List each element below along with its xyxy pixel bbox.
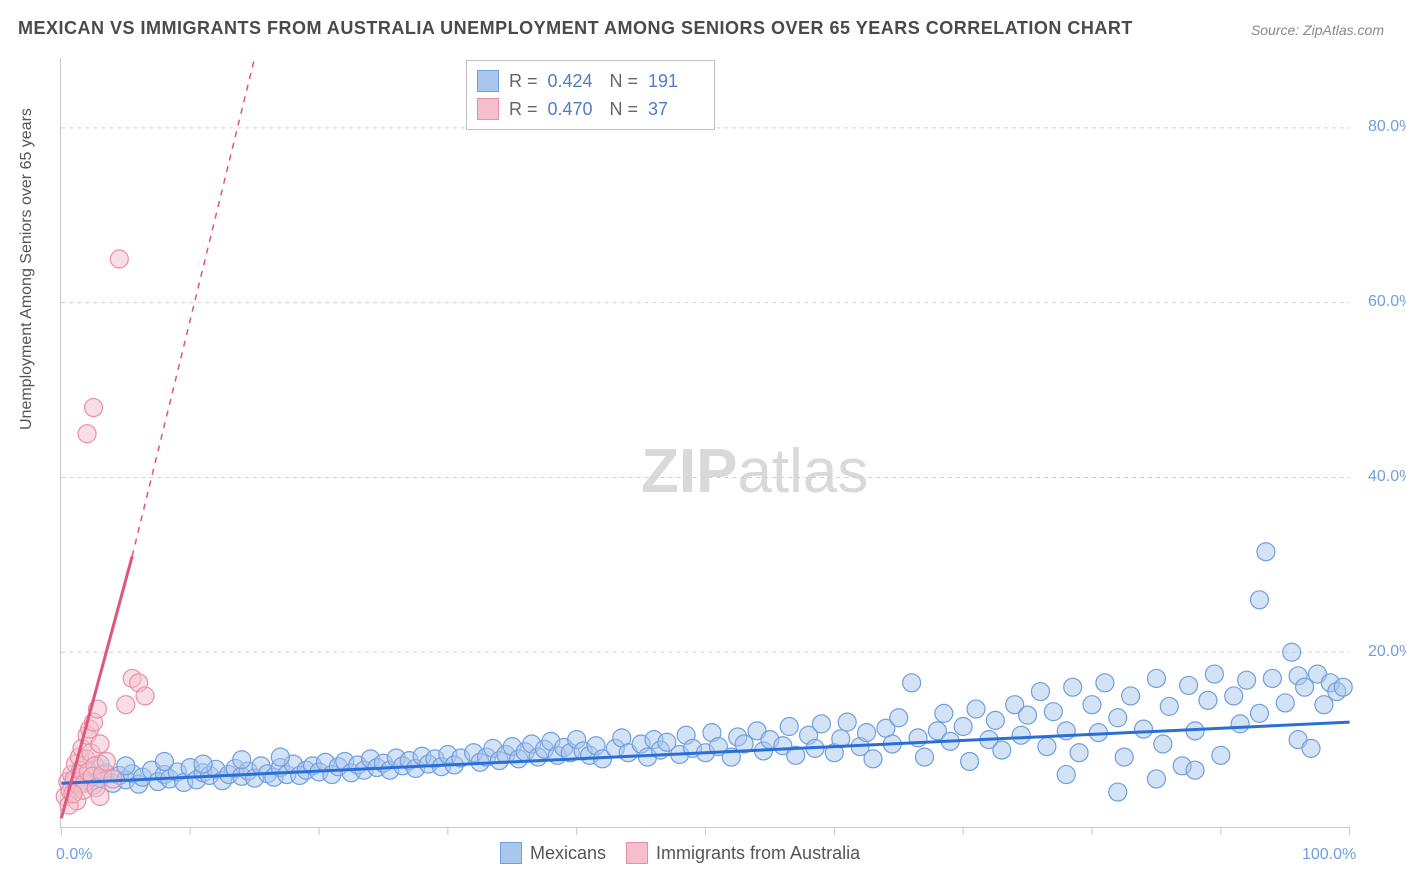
legend-item-australia: Immigrants from Australia xyxy=(626,842,860,864)
data-point xyxy=(85,399,103,417)
data-point xyxy=(1122,687,1140,705)
data-point xyxy=(1154,735,1172,753)
legend-swatch-mexicans-b xyxy=(500,842,522,864)
data-point xyxy=(1180,676,1198,694)
data-point xyxy=(1231,715,1249,733)
data-point xyxy=(1225,687,1243,705)
data-point xyxy=(903,674,921,692)
n-value-australia: 37 xyxy=(648,95,700,123)
r-label: R = xyxy=(509,67,538,95)
data-point xyxy=(1012,726,1030,744)
data-point xyxy=(1064,678,1082,696)
x-tick-label: 100.0% xyxy=(1302,846,1356,864)
data-point xyxy=(864,750,882,768)
legend-swatch-australia-b xyxy=(626,842,648,864)
data-point xyxy=(1250,591,1268,609)
data-point xyxy=(1147,770,1165,788)
legend-label-mexicans: Mexicans xyxy=(530,843,606,864)
y-axis-label: Unemployment Among Seniors over 65 years xyxy=(18,108,36,430)
data-point xyxy=(1031,683,1049,701)
correlation-legend: R = 0.424 N = 191 R = 0.470 N = 37 xyxy=(466,60,715,130)
data-point xyxy=(1135,720,1153,738)
data-point xyxy=(1302,739,1320,757)
legend-item-mexicans: Mexicans xyxy=(500,842,606,864)
legend-swatch-australia xyxy=(477,98,499,120)
data-point xyxy=(1199,691,1217,709)
legend-row-mexicans: R = 0.424 N = 191 xyxy=(477,67,700,95)
data-point xyxy=(1109,783,1127,801)
data-point xyxy=(233,751,251,769)
data-point xyxy=(1205,665,1223,683)
y-tick-label: 40.0% xyxy=(1368,468,1406,486)
data-point xyxy=(961,752,979,770)
data-point xyxy=(117,696,135,714)
y-tick-label: 80.0% xyxy=(1368,118,1406,136)
chart-title: MEXICAN VS IMMIGRANTS FROM AUSTRALIA UNE… xyxy=(18,18,1133,39)
data-point xyxy=(838,713,856,731)
data-point xyxy=(954,718,972,736)
data-point xyxy=(97,752,115,770)
data-point xyxy=(1257,543,1275,561)
data-point xyxy=(967,700,985,718)
trend-line-australia-extrapolated xyxy=(132,58,254,556)
data-point xyxy=(986,711,1004,729)
plot-area: ZIPatlas xyxy=(60,58,1350,828)
data-point xyxy=(271,748,289,766)
data-point xyxy=(194,755,212,773)
data-point xyxy=(1147,669,1165,687)
legend-swatch-mexicans xyxy=(477,70,499,92)
data-point xyxy=(1109,709,1127,727)
data-point xyxy=(993,741,1011,759)
data-point xyxy=(1115,748,1133,766)
n-label: N = xyxy=(610,95,639,123)
r-value-australia: 0.470 xyxy=(548,95,600,123)
y-tick-label: 60.0% xyxy=(1368,293,1406,311)
r-label: R = xyxy=(509,95,538,123)
data-point xyxy=(136,687,154,705)
data-point xyxy=(1083,696,1101,714)
data-point xyxy=(916,748,934,766)
legend-label-australia: Immigrants from Australia xyxy=(656,843,860,864)
data-point xyxy=(1019,706,1037,724)
data-point xyxy=(1160,697,1178,715)
source-attribution: Source: ZipAtlas.com xyxy=(1251,22,1384,38)
y-tick-label: 20.0% xyxy=(1368,643,1406,661)
data-point xyxy=(1186,761,1204,779)
data-point xyxy=(1276,694,1294,712)
data-point xyxy=(1044,703,1062,721)
data-point xyxy=(1212,746,1230,764)
data-point xyxy=(1238,671,1256,689)
data-point xyxy=(91,787,109,805)
data-point xyxy=(812,715,830,733)
data-point xyxy=(890,709,908,727)
data-point xyxy=(1334,678,1352,696)
data-point xyxy=(858,724,876,742)
r-value-mexicans: 0.424 xyxy=(548,67,600,95)
legend-row-australia: R = 0.470 N = 37 xyxy=(477,95,700,123)
data-point xyxy=(1038,738,1056,756)
data-point xyxy=(155,752,173,770)
data-point xyxy=(1283,643,1301,661)
data-point xyxy=(110,250,128,268)
data-point xyxy=(1096,674,1114,692)
n-value-mexicans: 191 xyxy=(648,67,700,95)
data-point xyxy=(104,770,122,788)
data-point xyxy=(1057,766,1075,784)
series-legend: Mexicans Immigrants from Australia xyxy=(500,842,860,864)
x-tick-label: 0.0% xyxy=(56,846,92,864)
data-point xyxy=(1070,744,1088,762)
data-point xyxy=(78,425,96,443)
data-point xyxy=(1250,704,1268,722)
data-point xyxy=(91,735,109,753)
plot-svg xyxy=(61,58,1350,827)
data-point xyxy=(780,718,798,736)
n-label: N = xyxy=(610,67,639,95)
data-point xyxy=(1263,669,1281,687)
data-point xyxy=(935,704,953,722)
